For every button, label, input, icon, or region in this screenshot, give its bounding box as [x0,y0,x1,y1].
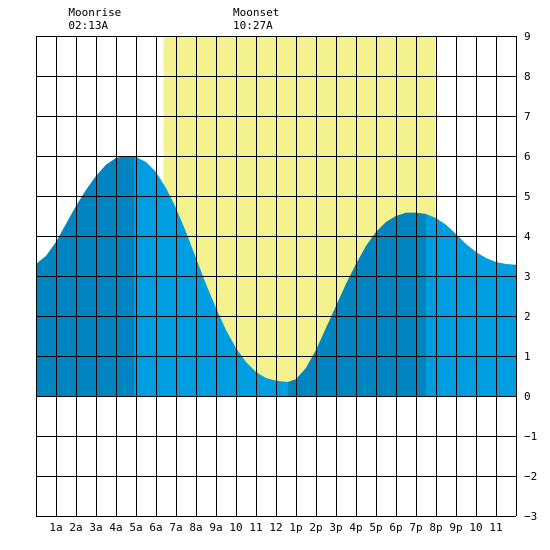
x-tick-label: 5a [129,521,142,534]
y-tick-label: 7 [524,110,531,123]
annotation-time: 10:27A [233,19,273,32]
y-tick-label: 0 [524,390,531,403]
x-tick-label: 3a [89,521,102,534]
x-tick-label: 2p [309,521,322,534]
x-tick-label: 12 [269,521,282,534]
x-tick-label: 8p [429,521,442,534]
x-tick-label: 3p [329,521,342,534]
y-tick-label: −2 [524,470,537,483]
x-tick-label: 11 [249,521,262,534]
x-tick-label: 10 [229,521,242,534]
y-tick-label: 3 [524,270,531,283]
x-tick-label: 5p [369,521,382,534]
y-tick-label: 1 [524,350,531,363]
grid-lines [36,36,517,517]
annotation-time: 02:13A [68,19,108,32]
x-tick-label: 9a [209,521,222,534]
x-tick-label: 6a [149,521,162,534]
y-tick-label: −1 [524,430,537,443]
x-axis-labels: 1a 2a 3a 4a 5a 6a 7a 8a 9a 10 11 12 1p 2p 3p 4p 5p 6p 7p 8p… [49,521,502,534]
x-tick-label: 10 [469,521,482,534]
y-tick-label: −3 [524,510,537,523]
y-tick-label: 6 [524,150,531,163]
annotation-title: Moonrise [68,6,121,19]
x-tick-label: 8a [189,521,202,534]
y-tick-label: 4 [524,230,531,243]
x-tick-label: 7p [409,521,422,534]
y-tick-label: 8 [524,70,531,83]
x-tick-label: 4p [349,521,362,534]
x-tick-label: 4a [109,521,122,534]
x-tick-label: 9p [449,521,462,534]
y-tick-label: 5 [524,190,531,203]
y-axis-labels: 9 8 7 6 5 4 3 2 1 0 −1 −2 −3 [524,30,537,523]
x-tick-label: 7a [169,521,182,534]
x-tick-label: 1a [49,521,62,534]
x-tick-label: 1p [289,521,302,534]
annotation-title: Moonset [233,6,279,19]
x-tick-label: 11 [489,521,502,534]
y-tick-label: 2 [524,310,531,323]
x-tick-label: 6p [389,521,402,534]
x-tick-label: 2a [69,521,82,534]
y-tick-label: 9 [524,30,531,43]
